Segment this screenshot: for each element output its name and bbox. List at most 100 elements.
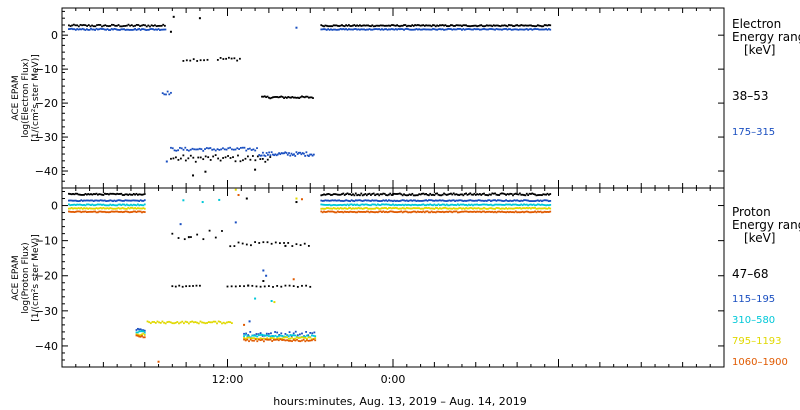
proton-series-4-point [518,207,521,209]
proton-series-2-point [483,200,485,202]
proton-series-5-point [466,210,469,213]
electron-series-2-point [367,28,370,31]
electron-series-2-point [256,147,258,150]
proton-series-4-point [545,207,547,210]
proton-series-4-point [141,333,143,336]
proton-series-4-point [224,322,227,325]
proton-series-4-point [209,321,212,324]
electron-series-2-point [393,28,396,31]
electron-series-1-point [530,24,532,27]
proton-series-4-point [349,207,352,209]
proton-series-5-point [524,210,527,213]
electron-series-2-point [334,28,336,31]
electron-series-1-point [287,96,290,98]
proton-series-4-point [81,207,84,210]
proton-series-3-point [119,203,121,206]
proton-series-5-point [342,211,345,214]
proton-series-1-point [432,193,434,196]
proton-series-4-point [253,337,255,340]
electron-series-1-point [152,24,155,27]
proton-series-5-point [284,339,287,342]
electron-series-2-point [134,28,136,30]
proton-series-2-point [119,199,121,202]
electron-series-1-point [307,96,310,99]
electron-series-1-point [336,24,339,27]
proton-series-2-point [507,200,510,202]
proton-series-5-point [378,210,381,213]
electron-series-2-point [179,146,181,149]
electron-series-1-point [375,24,378,27]
proton-series-5-point [124,210,127,213]
electron-series-1-point [277,96,280,99]
electron-series-1-point [379,24,382,27]
proton-series-2-point [450,199,452,202]
proton-series-5-point [498,210,501,213]
electron-series-1-point [232,156,234,159]
proton-series-3-point [254,334,257,337]
proton-series-1-point [353,194,356,197]
proton-series-3-point [507,203,510,206]
proton-series-4-point [376,207,379,210]
proton-series-4-point [114,207,117,210]
proton-series-1-point [139,193,142,196]
proton-series-3-point [456,203,459,206]
proton-series-4-point [123,207,125,210]
proton-series-5-point [134,210,136,213]
electron-series-2-point [541,28,543,31]
electron-series-2-point [243,146,246,149]
proton-series-3-point [120,204,123,207]
electron-series-2-point [160,28,163,31]
electron-series-2-point [117,28,120,31]
proton-series-5-point [430,210,433,213]
electron-series-2-point [189,148,192,151]
electron-series-1-point [434,25,437,28]
proton-series-5-point [382,210,385,213]
electron-series-1-point [264,160,267,163]
proton-series-3-point [430,204,433,206]
electron-series-2-point [154,28,157,31]
proton-series-1-point [127,194,130,196]
proton-series-3-point [466,204,469,207]
electron-series-1-point [334,24,336,27]
proton-series-1-point [190,236,192,238]
electron-series-2-point [365,28,368,31]
proton-series-4-point [447,207,450,210]
proton-series-4-point [494,207,496,210]
electron-series-1-point [102,24,105,27]
proton-series-5-point [77,210,80,213]
electron-series-1-point [139,25,141,27]
proton-series-3-point [132,203,135,206]
proton-series-4-point [509,207,512,210]
proton-series-3-point [436,204,439,207]
proton-series-5-point [477,210,480,213]
electron-ytick-label: −10 [35,63,58,76]
proton-series-5-point [103,210,106,213]
electron-series-2-point [187,149,190,152]
proton-series-3-point [357,204,360,207]
proton-series-1-point [229,245,232,248]
electron-series-2-point [207,147,210,150]
proton-series-3-point [459,203,462,206]
proton-series-5-point [416,210,419,213]
proton-series-5-point [302,338,305,341]
proton-series-1-point [496,194,499,196]
electron-series-2-point [285,152,288,154]
electron-series-1-point [87,24,90,26]
proton-series-3-point [321,203,324,206]
electron-series-1-point [120,25,123,28]
proton-series-5-point [381,211,383,214]
electron-series-2-point [146,28,149,31]
proton-series-1-point [233,245,236,247]
proton-series-4-point [440,207,443,210]
proton-series-4-point [371,207,374,210]
proton-series-1-point [120,192,123,195]
proton-series-3-point [246,335,249,338]
proton-series-4-point [158,321,160,324]
electron-series-2-point [99,27,102,30]
electron-series-2-point [245,149,248,152]
proton-series-3-point [346,203,349,206]
proton-series-5-point [367,210,370,213]
electron-series-1-point [430,25,433,28]
electron-series-1-point [179,157,182,160]
proton-series-2-point [179,223,182,226]
